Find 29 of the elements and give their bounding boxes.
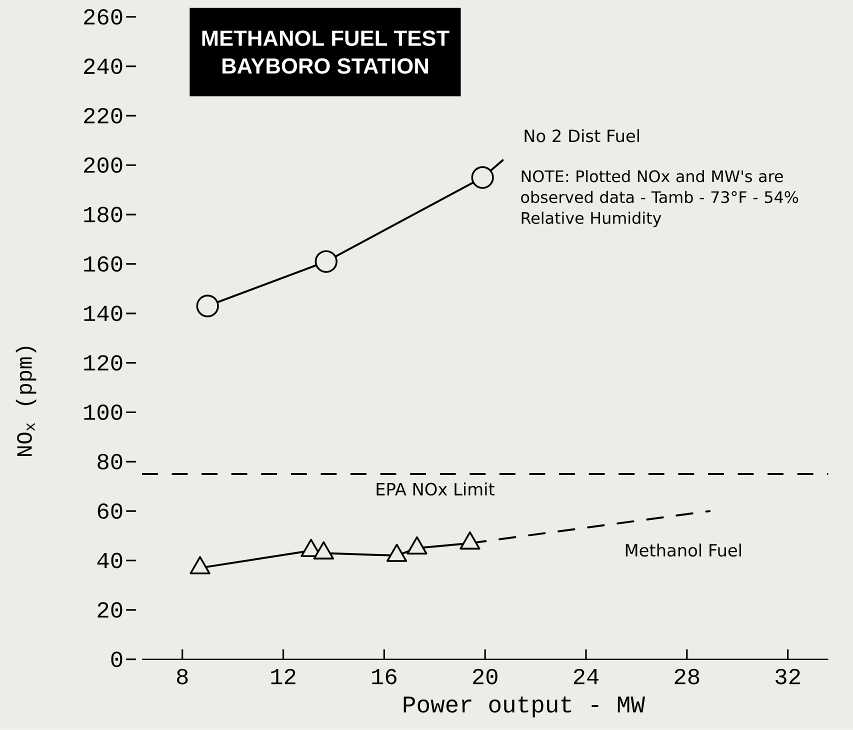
- x-tick-label: 20: [472, 668, 498, 684]
- y-tick-label: 200: [84, 157, 122, 173]
- y-tick-label: 260: [84, 9, 122, 25]
- ref-line-label: EPA NOx Limit: [376, 482, 494, 496]
- x-tick-label: 16: [372, 668, 396, 684]
- y-tick-label: 80: [98, 454, 122, 470]
- text: No 2 Dist Fuel: [524, 129, 639, 142]
- y-tick-label: 40: [97, 552, 122, 568]
- x-tick-label: 24: [574, 668, 599, 684]
- y-tick-label: 240: [84, 58, 122, 74]
- text: BAYBORO STATION: [222, 58, 428, 74]
- y-tick-label: 60: [98, 503, 122, 519]
- chart-title: METHANOL FUEL TEST: [202, 30, 450, 46]
- x-tick-label: 28: [674, 668, 700, 684]
- x-tick-label: 8: [176, 668, 188, 684]
- x-tick-label: 32: [776, 668, 800, 684]
- y-tick-label: 160: [84, 256, 122, 272]
- text: Methanol Fuel: [626, 544, 741, 557]
- y-tick-label: 220: [84, 108, 122, 124]
- y-axis-title: NO$_{x}$ (ppm): [16, 346, 36, 456]
- y-tick-label: 100: [84, 404, 122, 420]
- y-tick-label: 140: [84, 306, 122, 322]
- y-tick-label: 20: [98, 602, 122, 618]
- x-tick-label: 12: [271, 668, 296, 684]
- y-tick-label: 180: [84, 206, 122, 222]
- annotation: NOTE: Plotted NOx and MW's are observed data - Tamb - 73°F - 54% Relative Humidity: [521, 170, 798, 228]
- y-tick-label: 0: [111, 652, 122, 668]
- y-tick-label: 120: [84, 355, 122, 371]
- x-axis-title: Power output - MW: [404, 696, 646, 718]
